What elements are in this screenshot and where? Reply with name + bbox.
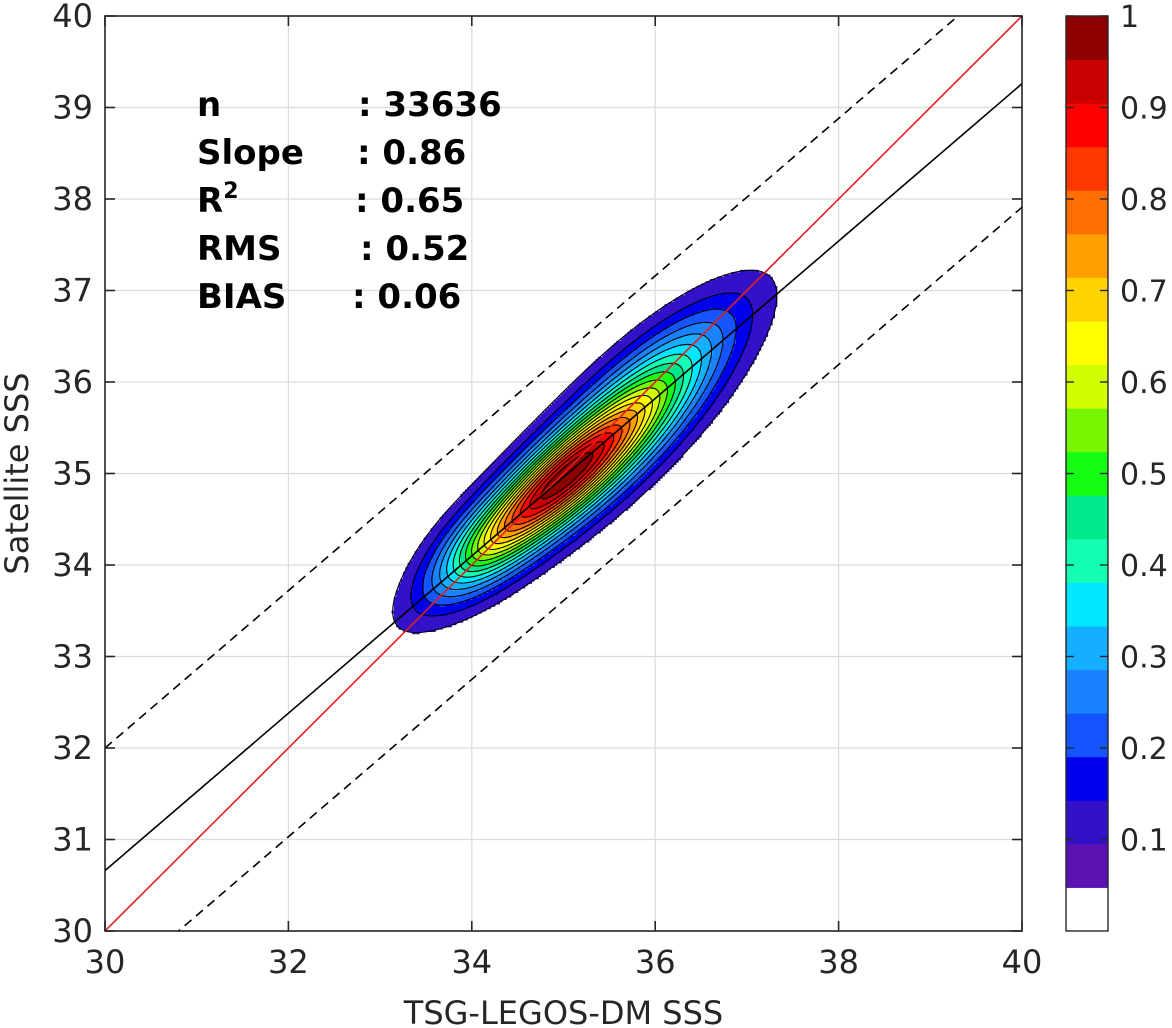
contour-line-16 [511, 424, 623, 525]
contour-line-12 [483, 394, 653, 550]
stat-value: : 33636 [358, 85, 502, 125]
x-tick-label: 40 [1002, 943, 1043, 981]
colorbar-segment-3 [1066, 756, 1108, 801]
colorbar-segment-9 [1066, 495, 1108, 540]
stat-value: : 0.86 [357, 133, 466, 173]
contour-line-10 [470, 379, 669, 562]
stat-superscript: 2 [223, 179, 238, 204]
y-tick-label: 36 [52, 363, 93, 401]
colorbar-tick-label: 0.1 [1120, 824, 1168, 859]
colorbar-segment-8 [1066, 538, 1108, 583]
colorbar-tick-label: 0.3 [1120, 641, 1168, 676]
contour-line-15 [503, 416, 631, 532]
colorbar-segment-20 [1066, 16, 1108, 61]
contour-line-14 [496, 409, 639, 539]
colorbar-tick-label: 0.4 [1120, 549, 1168, 584]
density-band-19 [540, 452, 594, 500]
regression-line [105, 83, 1022, 872]
colorbar: 0.1 0.2 0.3 0.4 0.5 0.6 0.7 0.8 0.9 1 [1065, 0, 1168, 932]
colorbar-segment-5 [1066, 669, 1108, 714]
colorbar-segment-19 [1066, 59, 1108, 104]
x-tick-label: 30 [85, 943, 126, 981]
colorbar-segment-7 [1066, 582, 1108, 627]
colorbar-segment-16 [1066, 190, 1108, 235]
colorbar-segment-6 [1066, 626, 1108, 671]
upper-envelope-line [105, 16, 960, 749]
colorbar-segment-18 [1066, 103, 1108, 148]
lower-envelope-line [177, 206, 1022, 931]
one-to-one-line [105, 16, 1022, 931]
axis-ticks: 30 32 34 36 38 40 30 31 32 33 34 35 36 37 38 39 40 [52, 0, 1042, 981]
contour-line-7 [452, 353, 693, 578]
colorbar-segment-12 [1066, 364, 1108, 409]
colorbar-tick-label: 1 [1120, 0, 1139, 35]
x-tick-label: 32 [268, 943, 309, 981]
contour-line-1 [392, 269, 778, 634]
colorbar-tick-label: 0.5 [1120, 458, 1168, 493]
y-tick-label: 40 [52, 0, 93, 35]
y-axis-title: Satellite SSS [0, 372, 36, 574]
y-tick-label: 33 [52, 638, 93, 676]
contour-line-18 [528, 440, 605, 510]
stat-label: BIAS [197, 277, 286, 317]
colorbar-tick-label: 0.6 [1120, 366, 1168, 401]
colorbar-segment-1 [1066, 843, 1108, 888]
y-tick-label: 39 [52, 89, 93, 127]
y-tick-label: 37 [52, 272, 93, 310]
y-tick-label: 31 [52, 821, 93, 859]
y-tick-label: 35 [52, 455, 93, 493]
colorbar-segment-11 [1066, 408, 1108, 453]
colorbar-tick-label: 0.2 [1120, 732, 1168, 767]
colorbar-segment-17 [1066, 146, 1108, 191]
contour-line-3 [422, 308, 737, 606]
x-tick-label: 38 [818, 943, 859, 981]
colorbar-tick-label: 0.8 [1120, 183, 1168, 218]
y-tick-label: 38 [52, 180, 93, 218]
grid-lines [104, 15, 1023, 932]
colorbar-segment-4 [1066, 713, 1108, 758]
stat-value: : 0.52 [360, 229, 469, 269]
colorbar-tick-label: 0.9 [1120, 92, 1168, 127]
x-axis-title: TSG-LEGOS-DM SSS [403, 994, 723, 1028]
reference-lines [105, 16, 1022, 931]
contour-line-2 [410, 292, 754, 617]
x-tick-label: 36 [635, 943, 676, 981]
colorbar-segment-13 [1066, 321, 1108, 366]
colorbar-segment-15 [1066, 233, 1108, 278]
contour-line-17 [519, 432, 615, 518]
colorbar-segment-0 [1066, 887, 1108, 932]
density-contour-layer [392, 269, 778, 634]
y-tick-label: 32 [52, 729, 93, 767]
y-tick-label: 34 [52, 546, 93, 584]
x-tick-label: 34 [451, 943, 492, 981]
stat-label: n [197, 85, 221, 125]
colorbar-tick-label: 0.7 [1120, 275, 1168, 310]
contour-line-6 [446, 343, 703, 584]
stat-label: RMS [197, 229, 282, 269]
contour-line-11 [477, 387, 661, 556]
stat-value: : 0.06 [352, 277, 461, 317]
stat-label: Slope [197, 133, 304, 173]
y-tick-label: 30 [52, 912, 93, 950]
stat-value: : 0.65 [355, 181, 464, 221]
colorbar-segment-14 [1066, 277, 1108, 322]
contour-line-8 [458, 362, 685, 573]
colorbar-segment-2 [1066, 800, 1108, 845]
